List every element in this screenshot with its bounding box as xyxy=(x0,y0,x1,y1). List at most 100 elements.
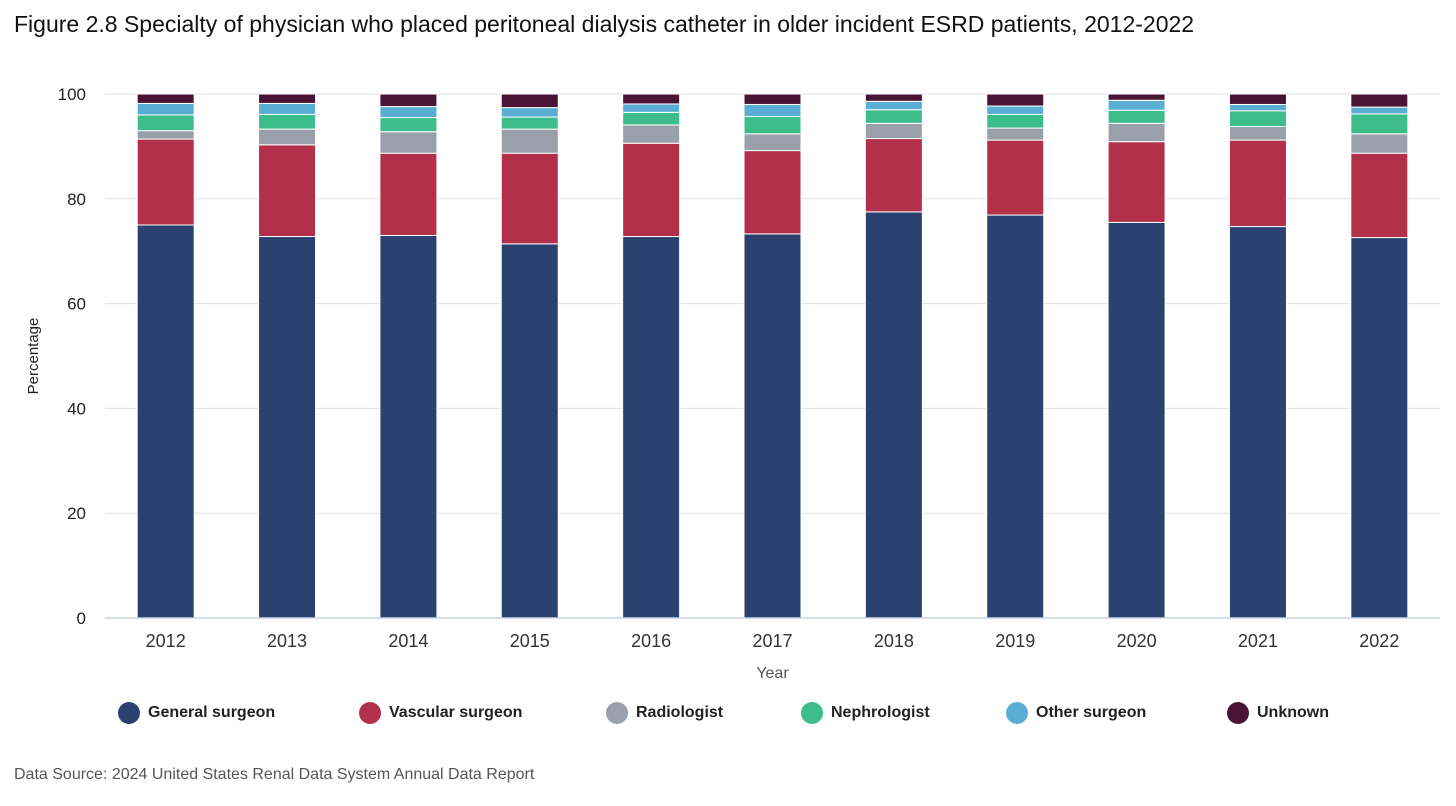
chart-legend: General surgeon Vascular surgeon Radiologi… xyxy=(0,702,1456,732)
bar-segment xyxy=(136,114,195,132)
legend-swatch xyxy=(1006,702,1028,724)
bar-segment xyxy=(622,93,681,105)
bar-segment xyxy=(500,107,559,118)
bar-segment xyxy=(1107,141,1166,223)
bar-segment xyxy=(379,93,438,108)
legend-label: Unknown xyxy=(1257,704,1329,721)
x-tick-label: 2019 xyxy=(995,631,1035,651)
bar-segment xyxy=(622,142,681,238)
chart-title: Figure 2.8 Specialty of physician who pl… xyxy=(14,11,1195,37)
bar-segment xyxy=(1350,152,1409,239)
legend-item[interactable]: Other surgeon xyxy=(1006,702,1146,724)
bar-segment xyxy=(500,243,559,619)
bar-segment xyxy=(986,139,1045,216)
bar-segment xyxy=(1350,237,1409,619)
bar-segment xyxy=(1228,93,1287,105)
stacked-bar-chart: 0 20 40 60 80 100 2012 2013 2014 2015 2016 2017 2018… xyxy=(25,85,1440,682)
bar-segment xyxy=(743,150,802,235)
bar-segment xyxy=(743,116,802,135)
legend-label: General surgeon xyxy=(148,704,276,721)
y-tick-label: 20 xyxy=(67,504,86,523)
legend-item[interactable]: Radiologist xyxy=(606,702,723,724)
legend-item[interactable]: Vascular surgeon xyxy=(359,702,522,724)
bar-segment xyxy=(1107,99,1166,111)
x-tick-label: 2016 xyxy=(631,631,671,651)
bar-segment xyxy=(986,105,1045,115)
bar-segment xyxy=(1350,133,1409,154)
x-tick-label: 2015 xyxy=(510,631,550,651)
legend-swatch xyxy=(606,702,628,724)
bar-segment xyxy=(864,138,923,213)
bar-segment xyxy=(1107,109,1166,124)
legend-item[interactable]: General surgeon xyxy=(118,702,275,724)
bar-segment xyxy=(743,103,802,118)
bar-segment xyxy=(864,100,923,111)
bar-segment xyxy=(1107,93,1166,101)
bar-segment xyxy=(1350,113,1409,135)
bar-segment xyxy=(1350,93,1409,108)
bar-segment xyxy=(1228,226,1287,619)
y-tick-label: 40 xyxy=(67,399,86,418)
legend-swatch xyxy=(1227,702,1249,724)
y-tick-label: 0 xyxy=(77,609,86,628)
bar-segment xyxy=(864,109,923,124)
bar-segment xyxy=(136,93,195,104)
y-tick-label: 60 xyxy=(67,295,86,314)
x-tick-label: 2012 xyxy=(146,631,186,651)
bar-segment xyxy=(864,93,923,102)
bar-segment xyxy=(986,93,1045,107)
bar-segment xyxy=(258,113,317,130)
bar-segment xyxy=(986,214,1045,619)
bar-segment xyxy=(1228,110,1287,127)
bar-segment xyxy=(500,116,559,130)
data-source-note: Data Source: 2024 United States Renal Da… xyxy=(14,766,535,783)
x-tick-label: 2022 xyxy=(1359,631,1399,651)
bar-segment xyxy=(743,93,802,105)
x-tick-label: 2021 xyxy=(1238,631,1278,651)
bar-segment xyxy=(743,133,802,152)
bar-segment xyxy=(1228,103,1287,112)
legend-item[interactable]: Nephrologist xyxy=(801,702,930,724)
bar-segment xyxy=(500,93,559,109)
bar-segment xyxy=(136,138,195,226)
bar-segment xyxy=(379,234,438,619)
bar-segment xyxy=(1228,125,1287,141)
bar-segment xyxy=(136,102,195,116)
x-tick-label: 2017 xyxy=(752,631,792,651)
legend-item[interactable]: Unknown xyxy=(1227,702,1329,724)
bar-segment xyxy=(500,152,559,245)
bar-segment xyxy=(258,236,317,619)
x-tick-label: 2020 xyxy=(1117,631,1157,651)
y-tick-label: 100 xyxy=(58,85,86,104)
legend-swatch xyxy=(801,702,823,724)
bar-segment xyxy=(986,113,1045,129)
y-axis-label: Percentage xyxy=(25,318,42,395)
bar-segment xyxy=(1350,106,1409,115)
bar-segment xyxy=(500,128,559,154)
bar-segment xyxy=(379,106,438,119)
y-tick-label: 80 xyxy=(67,190,86,209)
bar-segment xyxy=(1107,221,1166,619)
legend-label: Vascular surgeon xyxy=(389,704,523,721)
bar-segment xyxy=(986,127,1045,141)
legend-label: Other surgeon xyxy=(1036,704,1147,721)
legend-label: Radiologist xyxy=(636,704,724,721)
bar-segment xyxy=(258,102,317,115)
legend-label: Nephrologist xyxy=(831,704,930,721)
bar-segment xyxy=(379,131,438,154)
x-tick-label: 2014 xyxy=(388,631,428,651)
x-tick-label: 2013 xyxy=(267,631,307,651)
bar-segment xyxy=(379,152,438,236)
bar-segment xyxy=(622,103,681,113)
bar-segment xyxy=(258,144,317,238)
bar-segment xyxy=(622,236,681,619)
bar-segment xyxy=(1107,122,1166,143)
bar-segment xyxy=(1228,139,1287,228)
bar-segment xyxy=(622,111,681,126)
legend-swatch xyxy=(118,702,140,724)
bar-segment xyxy=(136,130,195,140)
bar-segment xyxy=(864,211,923,619)
bar-segment xyxy=(258,93,317,104)
bar-segment xyxy=(864,122,923,140)
bar-segment xyxy=(622,124,681,144)
